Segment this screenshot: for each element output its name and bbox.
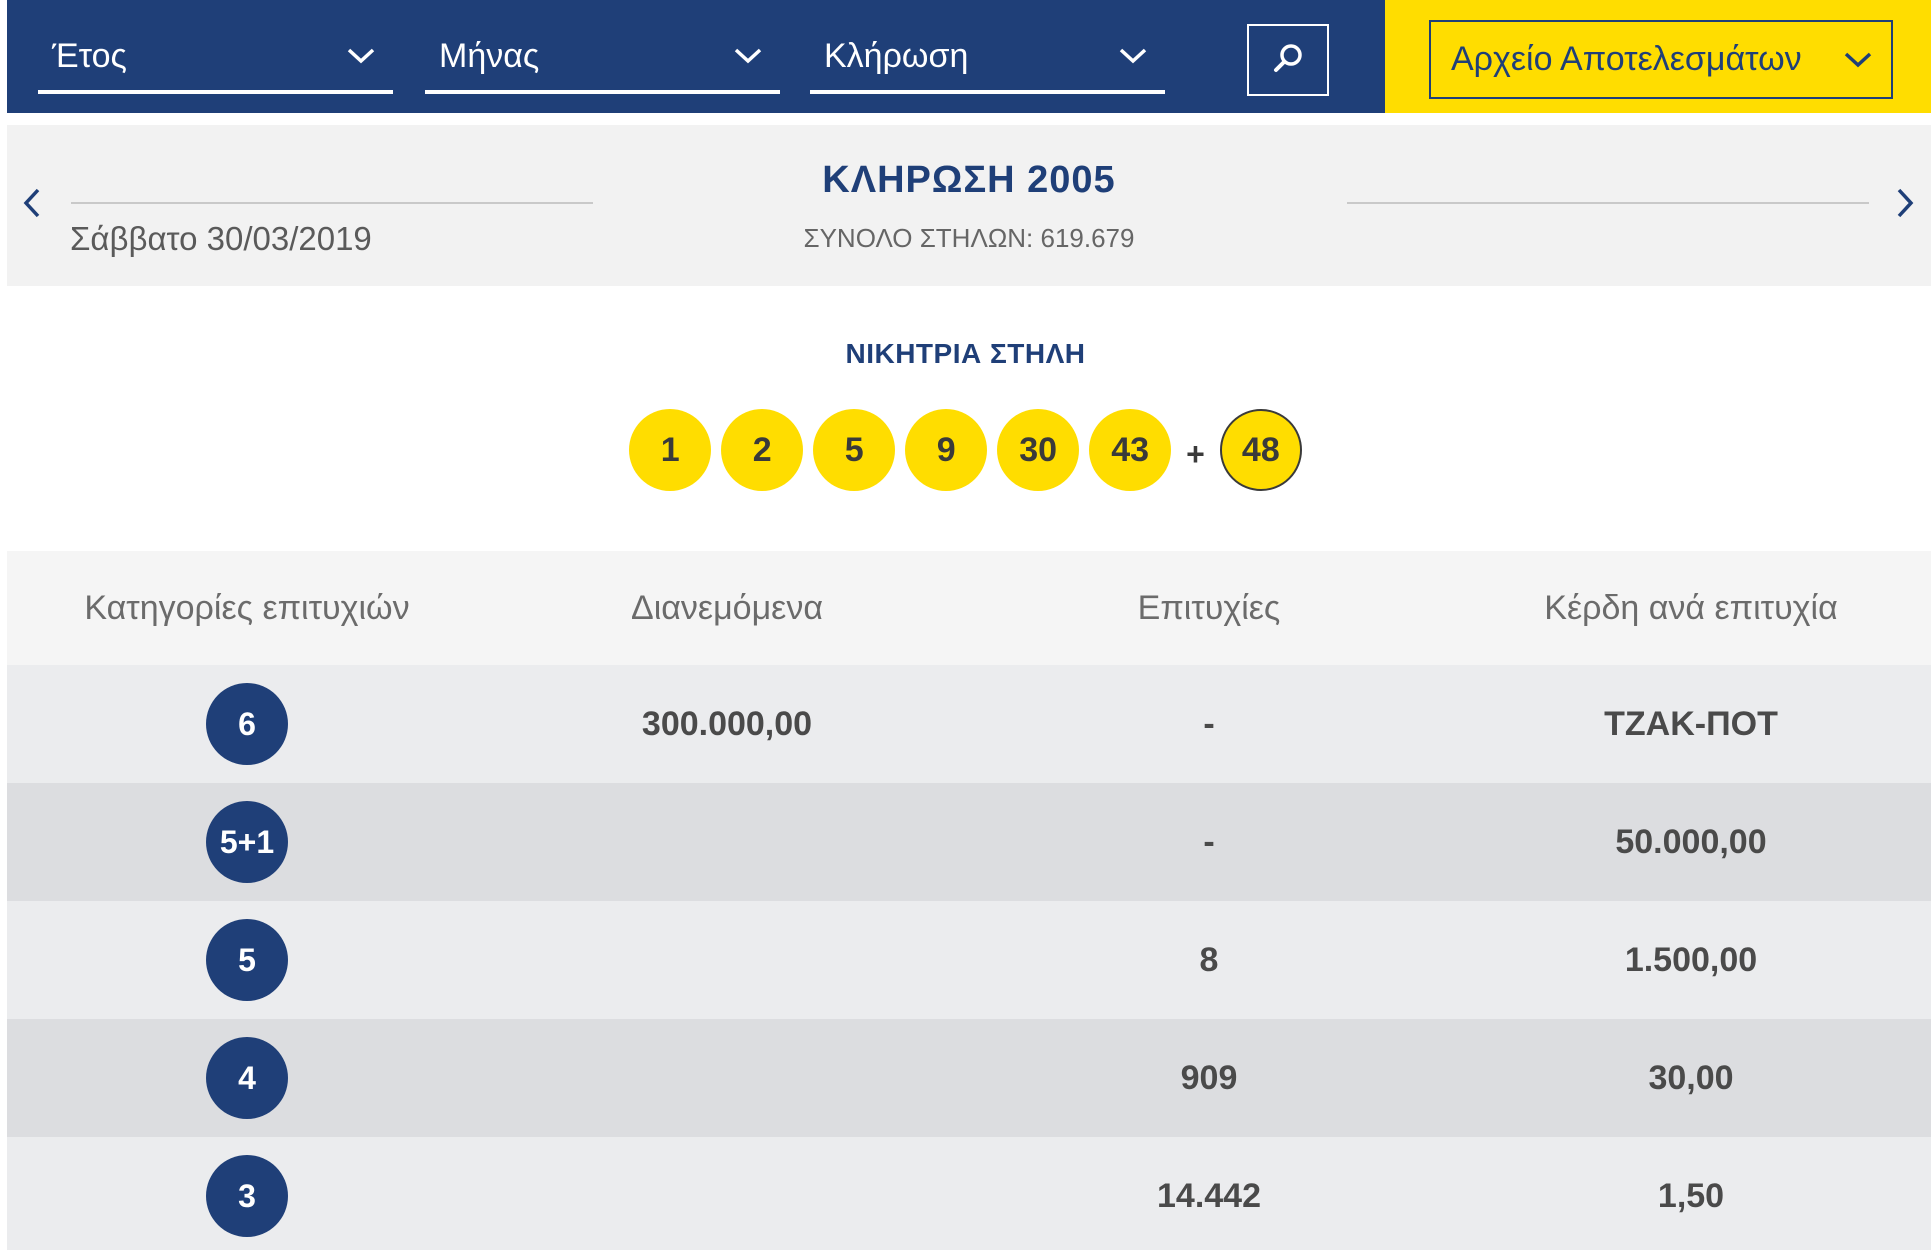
results-table: Κατηγορίες επιτυχιών Διανεμόμενα Επιτυχί…	[7, 551, 1931, 1250]
chevron-right-icon	[1895, 187, 1915, 224]
bonus-ball: 48	[1219, 409, 1302, 491]
draw-select-label: Κλήρωση	[824, 36, 969, 75]
category-badge: 4	[206, 1037, 288, 1119]
winners-cell: 14.442	[1157, 1176, 1261, 1215]
plus-sign: +	[1186, 435, 1205, 472]
draw-header: Σάββατο 30/03/2019 ΚΛΗΡΩΣΗ 2005 ΣΥΝΟΛΟ Σ…	[7, 125, 1931, 286]
number-ball: 1	[629, 409, 712, 491]
winners-cell: -	[1203, 822, 1215, 861]
table-row: 5 8 1.500,00	[7, 901, 1931, 1019]
month-select-label: Μήνας	[439, 36, 540, 75]
chevron-left-icon	[22, 187, 42, 224]
winners-cell: 909	[1180, 1058, 1238, 1097]
header-categories: Κατηγορίες επιτυχιών	[84, 588, 410, 627]
results-archive-dropdown[interactable]: Αρχείο Αποτελεσμάτων	[1429, 20, 1893, 99]
search-button[interactable]	[1247, 24, 1329, 96]
chevron-down-icon	[1843, 40, 1873, 79]
filter-bar: Έτος Μήνας Κλήρωση	[7, 0, 1385, 113]
prize-cell: 1,50	[1657, 1176, 1725, 1215]
header-distributed: Διανεμόμενα	[631, 588, 823, 627]
table-header: Κατηγορίες επιτυχιών Διανεμόμενα Επιτυχί…	[7, 551, 1931, 665]
divider-line	[1347, 202, 1869, 204]
winners-cell: 8	[1199, 940, 1219, 979]
header-winners: Επιτυχίες	[1137, 588, 1281, 627]
winning-numbers: 1 2 5 9 30 43 + 48	[0, 408, 1931, 492]
prize-cell: 1.500,00	[1624, 940, 1758, 979]
month-select[interactable]: Μήνας	[425, 22, 780, 94]
draw-select[interactable]: Κλήρωση	[810, 22, 1165, 94]
year-select-label: Έτος	[52, 36, 127, 75]
chevron-down-icon	[1115, 38, 1151, 74]
draw-date: Σάββατο 30/03/2019	[70, 220, 372, 257]
number-ball: 9	[905, 409, 988, 491]
number-ball: 43	[1089, 409, 1172, 491]
category-badge: 5+1	[206, 801, 288, 883]
category-badge: 6	[206, 683, 288, 765]
table-row: 3 14.442 1,50	[7, 1137, 1931, 1250]
chevron-down-icon	[343, 38, 379, 74]
total-columns: ΣΥΝΟΛΟ ΣΤΗΛΩΝ: 619.679	[803, 223, 1135, 253]
draw-title: ΚΛΗΡΩΣΗ 2005	[822, 159, 1116, 201]
prize-cell: 30,00	[1648, 1058, 1734, 1097]
table-row: 5+1 - 50.000,00	[7, 783, 1931, 901]
header-prize: Κέρδη ανά επιτυχία	[1544, 588, 1838, 627]
category-badge: 3	[206, 1155, 288, 1237]
table-row: 4 909 30,00	[7, 1019, 1931, 1137]
number-ball: 5	[813, 409, 896, 491]
archive-panel: Αρχείο Αποτελεσμάτων	[1385, 0, 1931, 113]
category-badge: 5	[206, 919, 288, 1001]
previous-draw-button[interactable]	[12, 180, 52, 230]
prize-cell: ΤΖΑΚ-ΠΟΤ	[1604, 704, 1778, 743]
search-icon	[1271, 41, 1305, 80]
winners-cell: -	[1203, 704, 1215, 743]
chevron-down-icon	[730, 38, 766, 74]
prize-cell: 50.000,00	[1615, 822, 1767, 861]
table-row: 6 300.000,00 - ΤΖΑΚ-ΠΟΤ	[7, 665, 1931, 783]
winning-column-title: ΝΙΚΗΤΡΙΑ ΣΤΗΛΗ	[845, 338, 1086, 369]
divider-line	[71, 202, 593, 204]
number-ball: 30	[997, 409, 1080, 491]
next-draw-button[interactable]	[1885, 180, 1925, 230]
year-select[interactable]: Έτος	[38, 22, 393, 94]
archive-label: Αρχείο Αποτελεσμάτων	[1451, 40, 1802, 78]
distributed-cell: 300.000,00	[641, 704, 813, 743]
number-ball: 2	[721, 409, 804, 491]
